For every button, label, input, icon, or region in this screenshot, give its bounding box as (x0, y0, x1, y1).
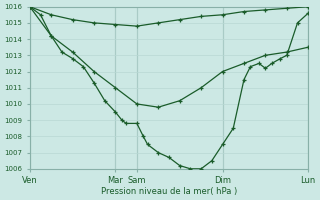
X-axis label: Pression niveau de la mer( hPa ): Pression niveau de la mer( hPa ) (101, 187, 237, 196)
